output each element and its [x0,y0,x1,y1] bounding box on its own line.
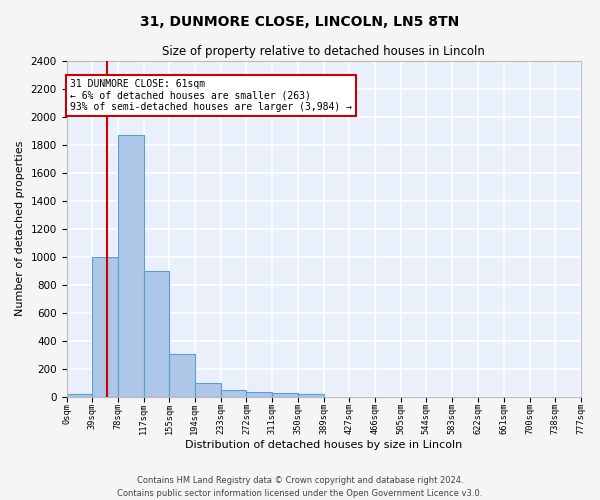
Bar [298,394,324,396]
Bar [118,135,144,396]
Title: Size of property relative to detached houses in Lincoln: Size of property relative to detached ho… [162,45,485,58]
Bar [272,393,298,396]
Text: 31 DUNMORE CLOSE: 61sqm
← 6% of detached houses are smaller (263)
93% of semi-de: 31 DUNMORE CLOSE: 61sqm ← 6% of detached… [70,79,352,112]
Y-axis label: Number of detached properties: Number of detached properties [15,141,25,316]
X-axis label: Distribution of detached houses by size in Lincoln: Distribution of detached houses by size … [185,440,462,450]
Bar [195,382,221,396]
Bar [247,392,272,396]
Bar [92,256,118,396]
Bar [144,270,169,396]
Text: 31, DUNMORE CLOSE, LINCOLN, LN5 8TN: 31, DUNMORE CLOSE, LINCOLN, LN5 8TN [140,15,460,29]
Bar [169,354,195,397]
Bar [221,390,247,396]
Bar [67,394,92,396]
Text: Contains HM Land Registry data © Crown copyright and database right 2024.
Contai: Contains HM Land Registry data © Crown c… [118,476,482,498]
